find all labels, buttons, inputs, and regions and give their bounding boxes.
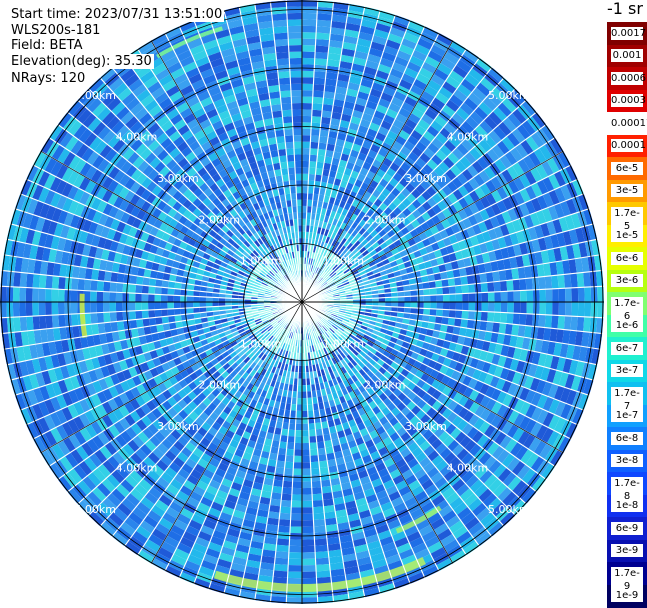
colorbar-tick-label: 0.00017 <box>611 116 647 130</box>
range-ring-label: 4.00km <box>447 131 489 144</box>
range-ring-label: 5.00km <box>74 503 116 516</box>
range-ring-label: 4.00km <box>116 131 158 144</box>
range-ring-label: 4.00km <box>116 461 158 474</box>
range-ring-label: 3.00km <box>405 420 447 433</box>
colorbar-tick-label: 3e-6 <box>611 274 643 288</box>
azimuth-spoke <box>301 301 564 454</box>
colorbar-tick-label: 0.0006 <box>611 71 646 85</box>
elevation-label: Elevation(deg): 35.30 <box>11 54 154 69</box>
azimuth-spoke <box>301 301 454 564</box>
azimuth-spoke <box>301 150 564 303</box>
azimuth-spoke <box>40 301 303 454</box>
colorbar-tick-label: 6e-8 <box>611 431 643 445</box>
colorbar-tick-label: 6e-9 <box>611 521 643 535</box>
colorbar-tick-label: 3e-8 <box>611 454 643 468</box>
colorbar-tick-label: 0.001 <box>611 49 643 63</box>
nrays-label: NRays: 120 <box>11 71 88 86</box>
colorbar-tick-label: 1.7e-7 <box>611 386 643 413</box>
range-ring-label: 5.00km <box>488 503 530 516</box>
range-ring-label: 4.00km <box>447 461 489 474</box>
colorbar-tick-label: 3e-5 <box>611 184 643 198</box>
colorbar-tick-label: 3e-7 <box>611 364 643 378</box>
colorbar-tick-label: 1.7e-9 <box>611 566 643 593</box>
colorbar-tick-label: 1.7e-8 <box>611 476 643 503</box>
range-ring-label: 1.00km <box>240 255 282 268</box>
range-ring-label: 3.00km <box>157 420 199 433</box>
range-ring-label: 2.00km <box>198 379 240 392</box>
colorbar-tick-label: 1e-9 <box>611 589 643 603</box>
colorbar-tick-label: 1.7e-5 <box>611 206 643 233</box>
range-ring-label: 5.00km <box>488 89 530 102</box>
colorbar-tick-label: 1e-8 <box>611 499 643 513</box>
azimuth-spoke <box>40 150 303 303</box>
colorbar-tick-label: 0.0017 <box>611 26 646 40</box>
colorbar: 0.0017 0.001 0.0006 0.0003 0.00017 0.0001 6e-5… <box>607 22 647 608</box>
colorbar-tick-label: 1e-5 <box>611 229 643 243</box>
colorbar-tick-label: 6e-7 <box>611 341 643 355</box>
colorbar-tick-label: 3e-9 <box>611 544 643 558</box>
colorbar-tick-label: 0.0001 <box>611 139 646 153</box>
colorbar-tick-label: 6e-5 <box>611 161 643 175</box>
azimuth-spokes <box>0 0 604 604</box>
colorbar-tick-label: 0.0003 <box>611 94 646 108</box>
range-ring-label: 2.00km <box>198 213 240 226</box>
range-ring-label: 5.00km <box>74 89 116 102</box>
range-ring-label: 2.00km <box>364 379 406 392</box>
start-time-label: Start time: 2023/07/31 13:51:00 <box>11 7 225 22</box>
colorbar-tick-label: 1e-7 <box>611 409 643 423</box>
azimuth-spoke <box>150 40 303 303</box>
range-ring-label: 3.00km <box>157 172 199 185</box>
colorbar-tick-label: 1.7e-6 <box>611 296 643 323</box>
range-ring-label: 3.00km <box>405 172 447 185</box>
colorbar-tick-label: 1e-6 <box>611 319 643 333</box>
range-ring-label: 2.00km <box>364 213 406 226</box>
range-ring-labels: 1.00km 1.00km 1.00km 1.00km 2.00km 2.00km 2.00… <box>74 89 529 516</box>
colorbar-tick-label: 6e-6 <box>611 251 643 265</box>
azimuth-spoke <box>301 40 454 303</box>
colorbar-unit-label: -1 sr <box>607 0 643 18</box>
field-label: Field: BETA <box>11 38 85 53</box>
range-ring-label: 1.00km <box>240 337 282 350</box>
range-ring-label: 1.00km <box>323 337 365 350</box>
device-label: WLS200s-181 <box>11 23 103 38</box>
azimuth-spoke <box>150 301 303 564</box>
range-ring-label: 1.00km <box>323 255 365 268</box>
